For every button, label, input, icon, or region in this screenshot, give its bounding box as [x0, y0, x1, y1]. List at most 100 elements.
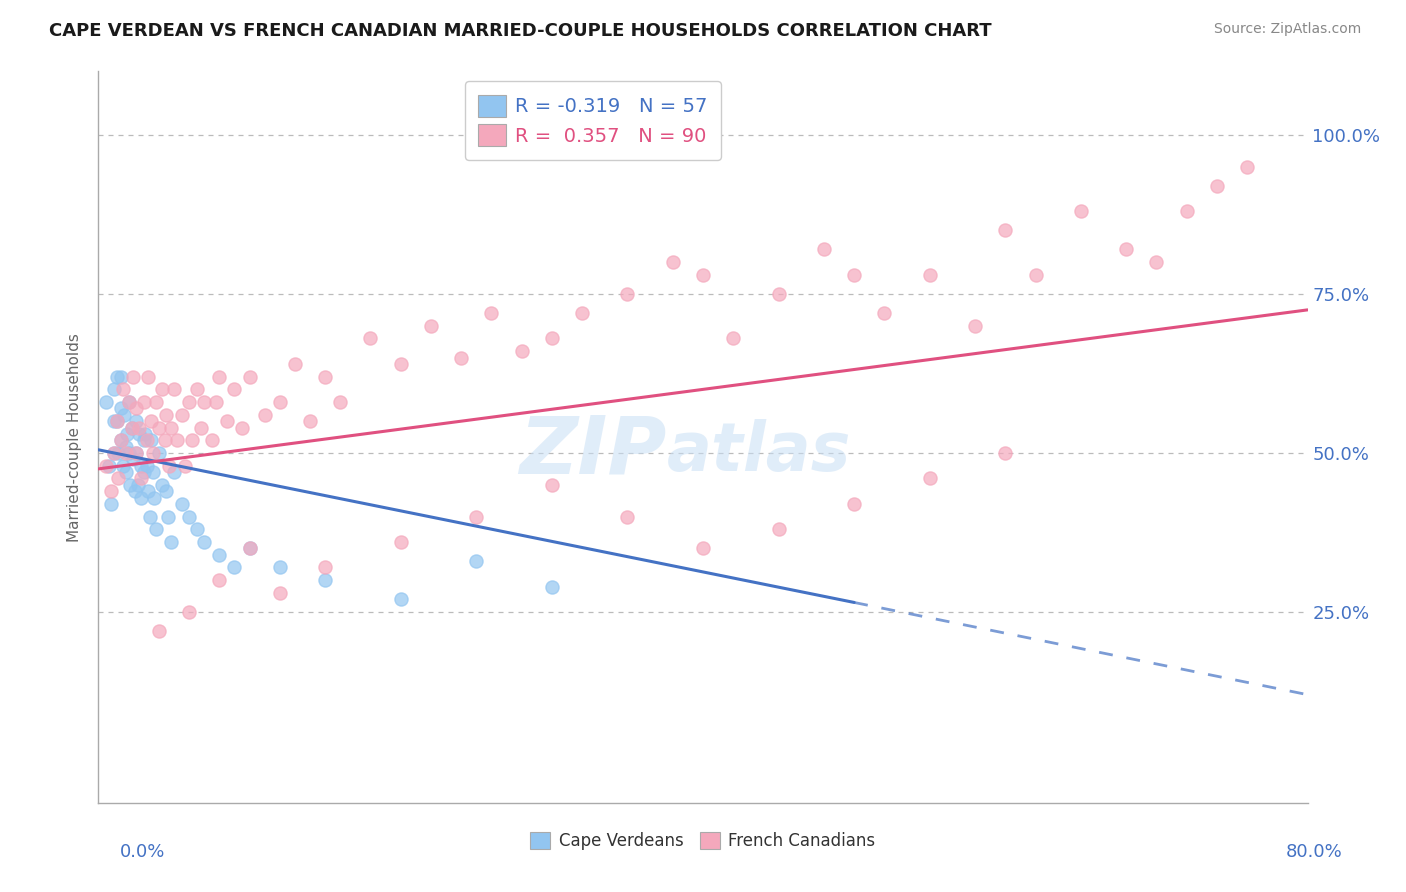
Point — [166, 434, 188, 448]
Text: Source: ZipAtlas.com: Source: ZipAtlas.com — [1213, 22, 1361, 37]
Point — [1236, 160, 1258, 174]
Point — [114, 446, 136, 460]
Point — [1024, 268, 1046, 282]
Point — [118, 395, 141, 409]
Point — [160, 420, 183, 434]
Point — [148, 624, 170, 638]
Point — [314, 560, 336, 574]
Point — [129, 471, 152, 485]
Point — [571, 306, 593, 320]
Point — [205, 395, 228, 409]
Point — [145, 522, 167, 536]
Point — [110, 369, 132, 384]
Text: 80.0%: 80.0% — [1286, 843, 1343, 861]
Point — [132, 465, 155, 479]
Point — [768, 522, 790, 536]
Point — [661, 255, 683, 269]
Point — [136, 484, 159, 499]
Point — [193, 535, 215, 549]
Point — [163, 383, 186, 397]
Point — [132, 395, 155, 409]
Point — [103, 446, 125, 460]
Y-axis label: Married-couple Households: Married-couple Households — [67, 333, 83, 541]
Point — [201, 434, 224, 448]
Point — [186, 383, 208, 397]
Point — [112, 408, 135, 422]
Text: ZIP: ZIP — [519, 413, 666, 491]
Point — [179, 509, 201, 524]
Point — [170, 408, 193, 422]
Point — [193, 395, 215, 409]
Point — [135, 434, 157, 448]
Legend: Cape Verdeans, French Canadians: Cape Verdeans, French Canadians — [523, 825, 883, 856]
Point — [360, 331, 382, 345]
Point — [94, 395, 117, 409]
Point — [122, 369, 145, 384]
Point — [142, 446, 165, 460]
Point — [239, 369, 262, 384]
Point — [389, 592, 412, 607]
Point — [284, 357, 307, 371]
Point — [813, 243, 835, 257]
Point — [118, 395, 141, 409]
Point — [163, 465, 186, 479]
Point — [155, 408, 177, 422]
Point — [115, 426, 138, 441]
Point — [145, 395, 167, 409]
Point — [208, 548, 231, 562]
Point — [616, 509, 638, 524]
Point — [110, 434, 132, 448]
Point — [965, 318, 987, 333]
Point — [918, 471, 941, 485]
Point — [190, 420, 212, 434]
Point — [1144, 255, 1167, 269]
Point — [110, 401, 132, 416]
Point — [253, 408, 276, 422]
Point — [121, 420, 143, 434]
Point — [111, 383, 134, 397]
Point — [239, 541, 262, 556]
Point — [98, 458, 121, 473]
Point — [692, 541, 714, 556]
Point — [139, 509, 162, 524]
Point — [135, 458, 157, 473]
Point — [224, 560, 246, 574]
Point — [110, 434, 132, 448]
Point — [160, 535, 183, 549]
Point — [181, 434, 204, 448]
Point — [125, 401, 148, 416]
Point — [224, 383, 246, 397]
Point — [616, 287, 638, 301]
Point — [918, 268, 941, 282]
Point — [231, 420, 253, 434]
Point — [107, 471, 129, 485]
Point — [94, 458, 117, 473]
Point — [107, 446, 129, 460]
Point — [142, 465, 165, 479]
Point — [844, 497, 866, 511]
Point — [100, 497, 122, 511]
Point — [105, 414, 128, 428]
Point — [155, 484, 177, 499]
Point — [540, 580, 562, 594]
Point — [994, 223, 1017, 237]
Point — [1175, 204, 1198, 219]
Point — [179, 605, 201, 619]
Point — [125, 414, 148, 428]
Point — [103, 446, 125, 460]
Point — [1115, 243, 1137, 257]
Point — [114, 440, 136, 454]
Point — [127, 477, 149, 491]
Point — [105, 369, 128, 384]
Point — [208, 573, 231, 587]
Point — [103, 383, 125, 397]
Point — [129, 458, 152, 473]
Point — [134, 426, 156, 441]
Point — [125, 446, 148, 460]
Point — [692, 268, 714, 282]
Point — [1206, 178, 1229, 193]
Point — [153, 434, 176, 448]
Point — [170, 497, 193, 511]
Point — [269, 395, 291, 409]
Point — [122, 452, 145, 467]
